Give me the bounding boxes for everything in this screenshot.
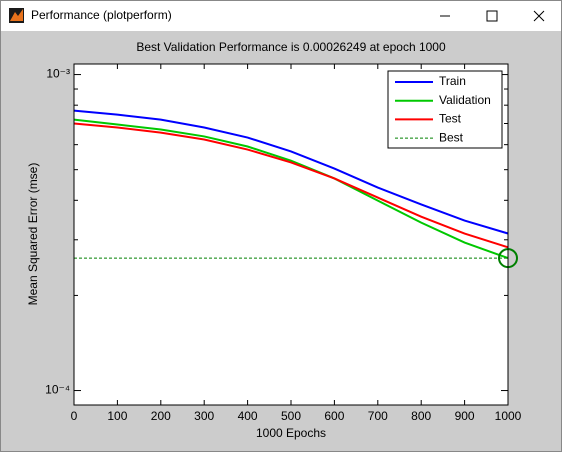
x-tick-label: 300 — [194, 409, 214, 423]
x-tick-label: 900 — [455, 409, 475, 423]
series-line — [73, 109, 509, 235]
x-axis-label: 1000 Epochs — [256, 426, 326, 440]
y-tick-label: 10⁻³ — [46, 67, 70, 81]
app-icon — [9, 8, 24, 23]
x-tick-label: 700 — [368, 409, 388, 423]
x-tick-label: 800 — [411, 409, 431, 423]
x-tick-label: 500 — [281, 409, 301, 423]
legend-label: Train — [439, 74, 466, 88]
x-tick-label: 1000 — [495, 409, 522, 423]
legend-label: Test — [439, 112, 462, 126]
x-tick-label: 100 — [107, 409, 127, 423]
legend-label: Best — [439, 130, 464, 144]
legend-box — [387, 70, 503, 149]
maximize-button[interactable] — [486, 10, 498, 22]
x-tick-label: 0 — [71, 409, 78, 423]
x-tick-label: 400 — [238, 409, 258, 423]
series-line — [73, 118, 509, 260]
axes-box — [73, 63, 509, 406]
title-bar — [0, 0, 562, 31]
x-tick-label: 200 — [151, 409, 171, 423]
y-axis-label: Mean Squared Error (mse) — [26, 163, 40, 306]
window-title: Performance (plotperform) — [31, 8, 172, 22]
legend-label: Validation — [439, 93, 491, 107]
close-button[interactable] — [533, 10, 545, 22]
x-tick-label: 600 — [324, 409, 344, 423]
series-line — [73, 122, 509, 249]
chart-title: Best Validation Performance is 0.0002624… — [136, 40, 446, 54]
y-tick-label: 10⁻⁴ — [45, 383, 70, 397]
